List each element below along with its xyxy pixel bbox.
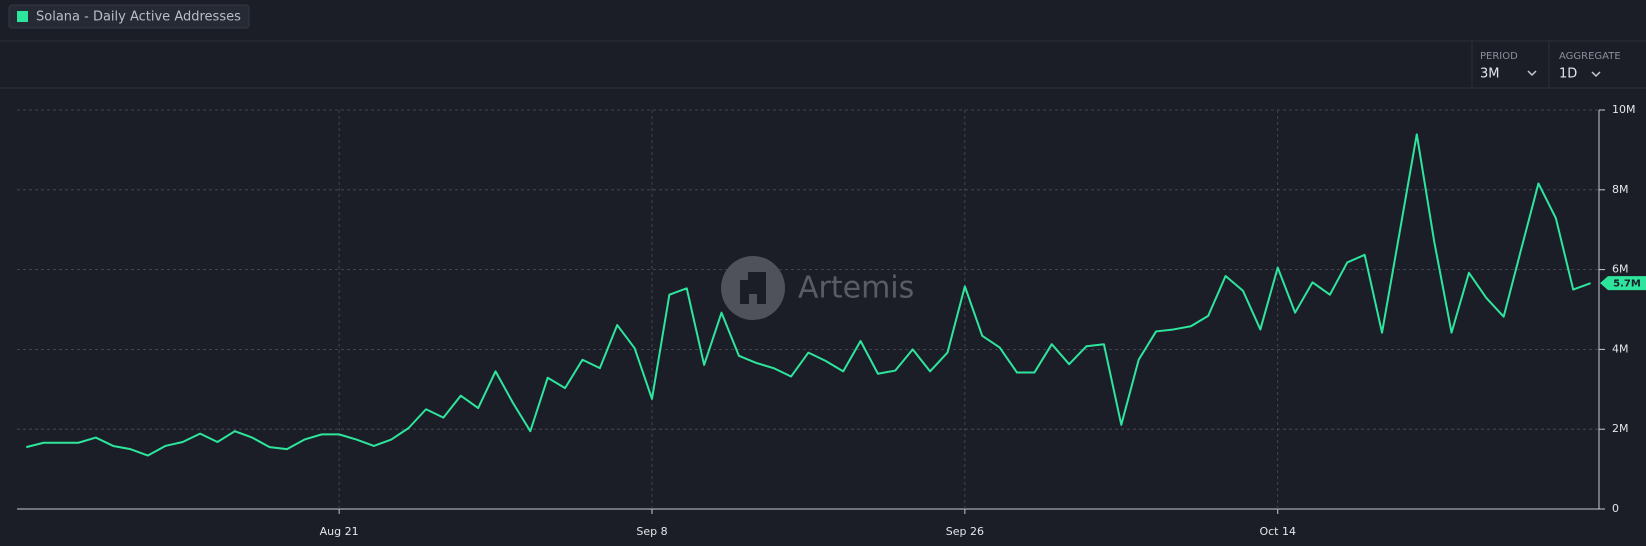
x-tick-label: Sep 26 [946, 525, 984, 538]
control-label: PERIOD [1480, 51, 1518, 62]
legend-swatch [17, 11, 28, 22]
watermark-text: Artemis [798, 271, 914, 306]
last-value-label: 5.7M [1613, 279, 1641, 290]
control-value: 1D [1559, 67, 1577, 82]
chevron [1591, 71, 1601, 78]
y-tick-label: 2M [1612, 422, 1629, 435]
watermark-icon [740, 272, 766, 304]
watermark: Artemis [721, 256, 914, 320]
chevron [1527, 70, 1537, 77]
y-tick-label: 8M [1612, 183, 1629, 196]
series-line [26, 133, 1591, 457]
last-value-tag [1600, 276, 1646, 291]
x-tick-label: Oct 14 [1259, 525, 1296, 538]
control-label: AGGREGATE [1559, 51, 1621, 62]
y-tick-label: 6M [1612, 263, 1629, 276]
y-tick-label: 10M [1612, 103, 1636, 116]
y-tick-label: 0 [1612, 502, 1619, 515]
x-tick-label: Sep 8 [636, 525, 667, 538]
control-value: 3M [1480, 67, 1500, 82]
legend-chip[interactable] [8, 4, 250, 29]
period-dropdown[interactable]: PERIOD 3M [1480, 51, 1537, 82]
y-tick-label: 4M [1612, 342, 1629, 355]
legend-label: Solana - Daily Active Addresses [36, 10, 241, 25]
aggregate-dropdown[interactable]: AGGREGATE 1D [1559, 51, 1621, 82]
x-tick-label: Aug 21 [320, 525, 359, 538]
